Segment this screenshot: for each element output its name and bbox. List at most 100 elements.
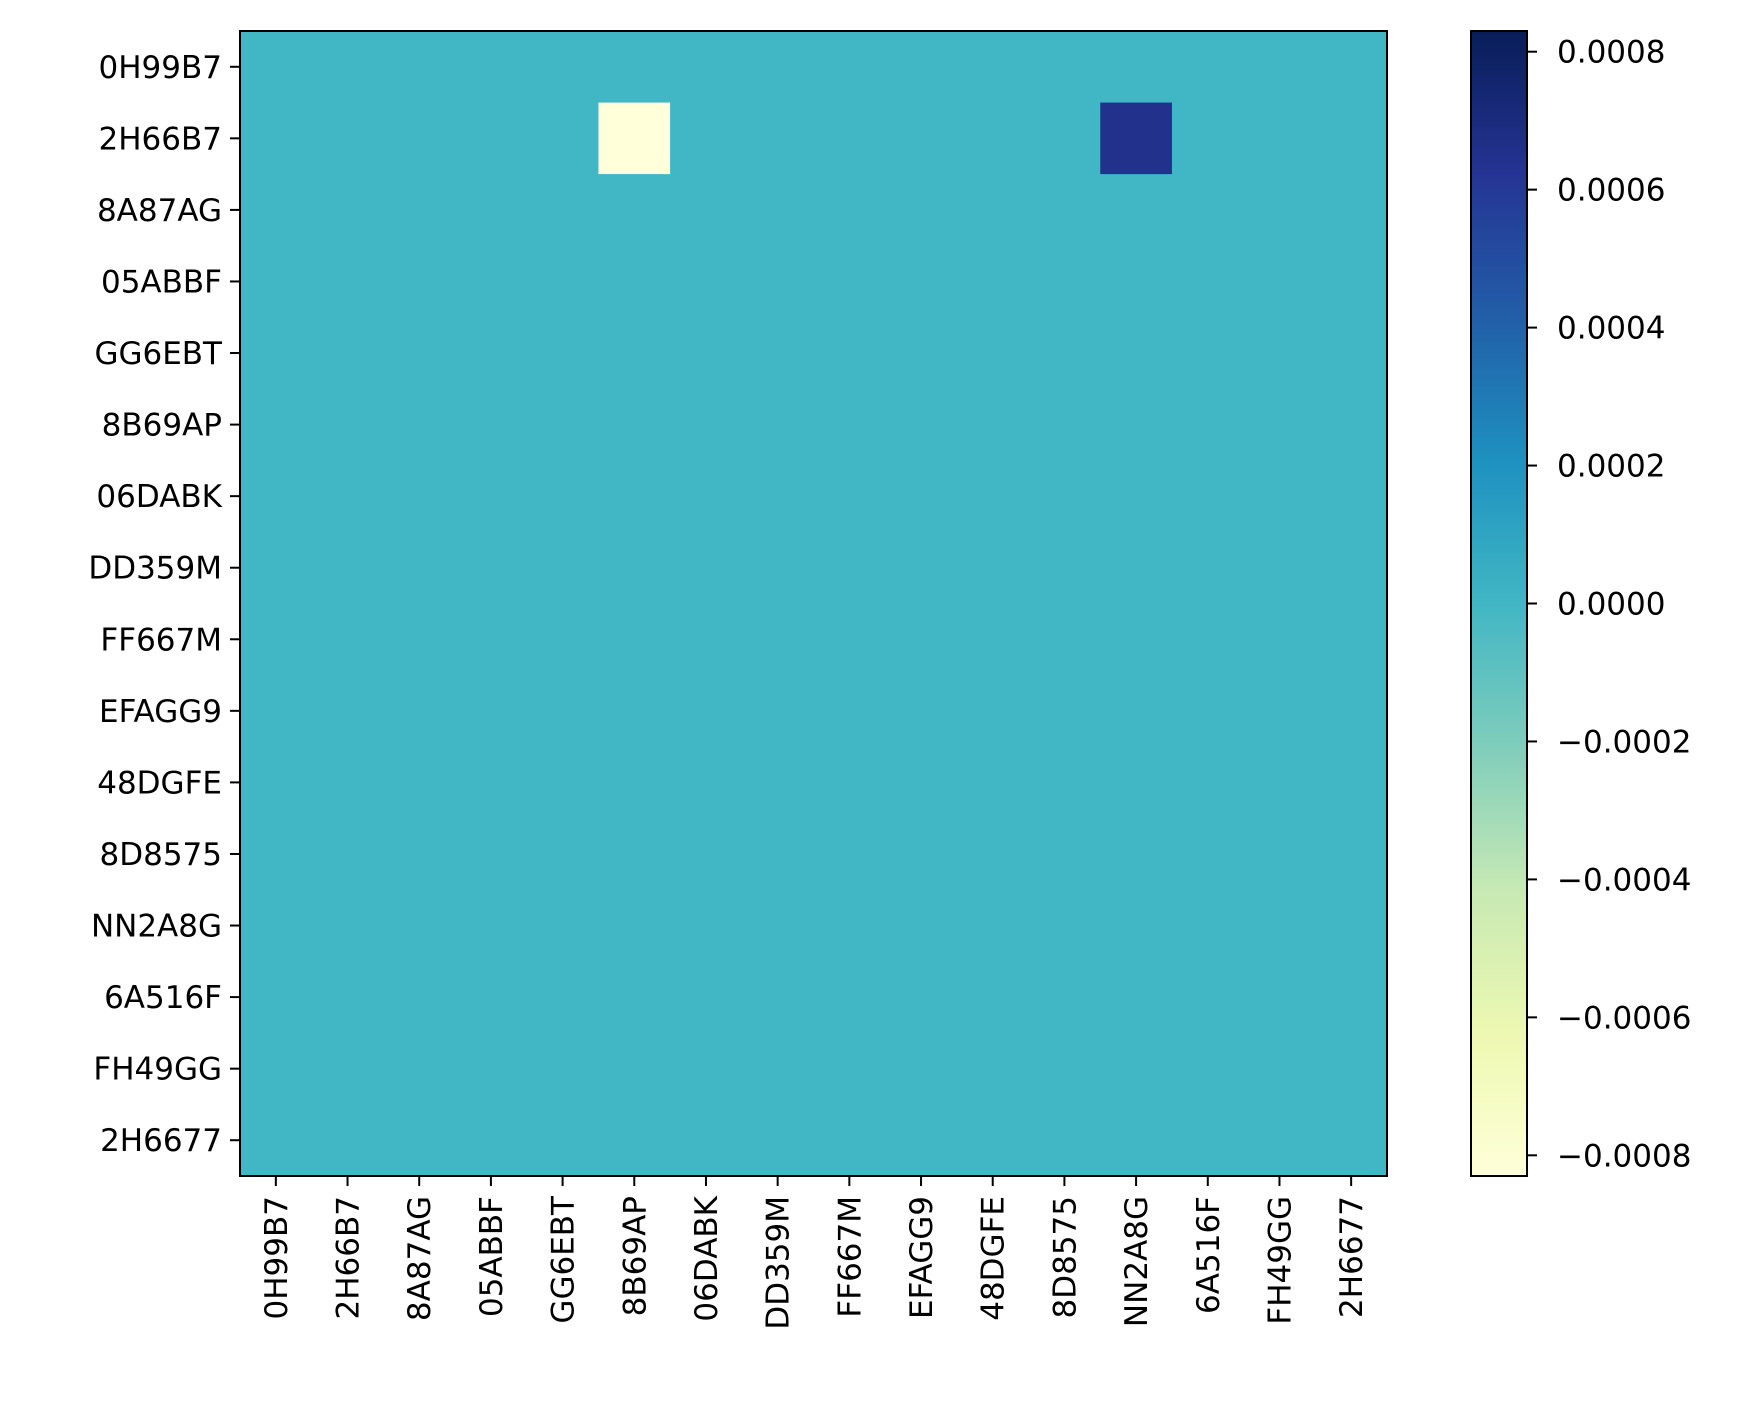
heatmap-cell — [741, 245, 815, 318]
heatmap-cell — [885, 675, 958, 748]
colorbar-tick-label: −0.0004 — [1557, 862, 1691, 898]
heatmap-cell — [885, 1032, 958, 1106]
heatmap-cell — [598, 746, 671, 819]
heatmap-cell — [1171, 174, 1245, 247]
heatmap-cell — [885, 1104, 958, 1177]
heatmap-cell — [1315, 889, 1388, 962]
x-tick-label: 05ABBF — [474, 1196, 510, 1317]
heatmap-cell — [383, 317, 456, 390]
heatmap-cell — [383, 388, 456, 461]
heatmap-cell — [670, 102, 743, 175]
heatmap-cell — [526, 961, 600, 1034]
y-tick-label: EFAGG9 — [99, 694, 222, 730]
heatmap-cell — [1100, 388, 1173, 461]
heatmap-cell — [1028, 675, 1101, 748]
heatmap-cell — [1171, 675, 1245, 748]
heatmap-cell — [1100, 531, 1173, 605]
heatmap-cell — [670, 388, 743, 461]
heatmap-cell — [670, 317, 743, 390]
heatmap-cell — [813, 388, 886, 461]
heatmap-cell — [311, 31, 384, 104]
heatmap-cell — [311, 388, 384, 461]
heatmap-cell — [240, 603, 313, 676]
heatmap-cell — [741, 675, 815, 748]
heatmap-cell — [956, 245, 1030, 318]
heatmap-cell — [455, 675, 528, 748]
heatmap-cell — [455, 889, 528, 962]
heatmap-cell — [1315, 818, 1388, 891]
heatmap-cell — [1243, 961, 1316, 1034]
heatmap-cell — [1315, 245, 1388, 318]
heatmap-cell — [956, 31, 1030, 104]
heatmap-cell — [1171, 1032, 1245, 1106]
colorbar: 0.0008 0.0006 0.0004 0.0002 0.0000 −0.0002 −0.… — [1470, 30, 1691, 1177]
heatmap-cell — [741, 889, 815, 962]
heatmap-cells — [240, 31, 1388, 1177]
heatmap-cell — [1028, 245, 1101, 318]
heatmap-cell — [1315, 746, 1388, 819]
y-axis: 0H99B7 2H66B7 8A87AG 05ABBF GG6EBT 8B69AP 06DA… — [88, 50, 240, 1159]
heatmap-cell — [311, 889, 384, 962]
heatmap-cell — [1315, 102, 1388, 175]
x-tick-label: 8B69AP — [617, 1196, 653, 1316]
heatmap-cell — [1028, 460, 1101, 533]
heatmap-cell — [956, 102, 1030, 175]
heatmap-cell — [885, 317, 958, 390]
heatmap-cell — [455, 603, 528, 676]
heatmap-cell — [240, 245, 313, 318]
heatmap-cell — [311, 460, 384, 533]
heatmap-cell — [885, 31, 958, 104]
heatmap-cell — [383, 746, 456, 819]
heatmap-cell — [1100, 603, 1173, 676]
heatmap-cell — [240, 1104, 313, 1177]
heatmap-cell — [598, 460, 671, 533]
heatmap-cell — [311, 746, 384, 819]
heatmap-cell — [741, 102, 815, 175]
heatmap-cell — [598, 889, 671, 962]
y-tick-label: 06DABK — [96, 479, 222, 515]
heatmap-cell — [383, 603, 456, 676]
heatmap-cell — [455, 1032, 528, 1106]
heatmap-cell — [813, 1104, 886, 1177]
heatmap-cell — [741, 961, 815, 1034]
heatmap-cell — [455, 174, 528, 247]
x-tick-label: 8D8575 — [1047, 1196, 1083, 1319]
y-tick-label: 05ABBF — [101, 264, 222, 300]
heatmap-cell — [598, 174, 671, 247]
heatmap-cell — [956, 1104, 1030, 1177]
heatmap-cell — [1171, 1104, 1245, 1177]
y-tick-label: NN2A8G — [91, 909, 222, 945]
heatmap-cell — [813, 317, 886, 390]
heatmap-cell — [885, 746, 958, 819]
heatmap-cell — [1100, 245, 1173, 318]
heatmap-cell — [885, 102, 958, 175]
heatmap-cell — [1171, 388, 1245, 461]
y-tick-label: 8A87AG — [97, 193, 222, 229]
heatmap-cell — [383, 1032, 456, 1106]
heatmap-cell — [1100, 1104, 1173, 1177]
heatmap-cell — [741, 174, 815, 247]
heatmap-cell — [455, 460, 528, 533]
heatmap-cell — [383, 889, 456, 962]
heatmap-cell — [1315, 460, 1388, 533]
heatmap-cell — [526, 388, 600, 461]
x-tick-label: 2H66B7 — [331, 1196, 367, 1319]
colorbar-gradient — [1470, 30, 1528, 1177]
x-tick-label: 06DABK — [689, 1195, 725, 1321]
y-tick-label: 2H66B7 — [99, 121, 222, 157]
heatmap-cell — [1028, 1104, 1101, 1177]
heatmap-cell — [1028, 961, 1101, 1034]
heatmap-cell — [956, 675, 1030, 748]
heatmap-cell — [526, 675, 600, 748]
heatmap-cell — [956, 1032, 1030, 1106]
heatmap-cell — [383, 245, 456, 318]
heatmap-cell — [1171, 317, 1245, 390]
heatmap-cell — [526, 102, 600, 175]
heatmap-cell — [1100, 1032, 1173, 1106]
heatmap-cell — [1100, 317, 1173, 390]
heatmap-cell — [1171, 818, 1245, 891]
heatmap-cell — [598, 388, 671, 461]
colorbar-tick-label: −0.0008 — [1557, 1138, 1691, 1174]
heatmap-cell — [311, 1032, 384, 1106]
heatmap-cell — [1243, 818, 1316, 891]
